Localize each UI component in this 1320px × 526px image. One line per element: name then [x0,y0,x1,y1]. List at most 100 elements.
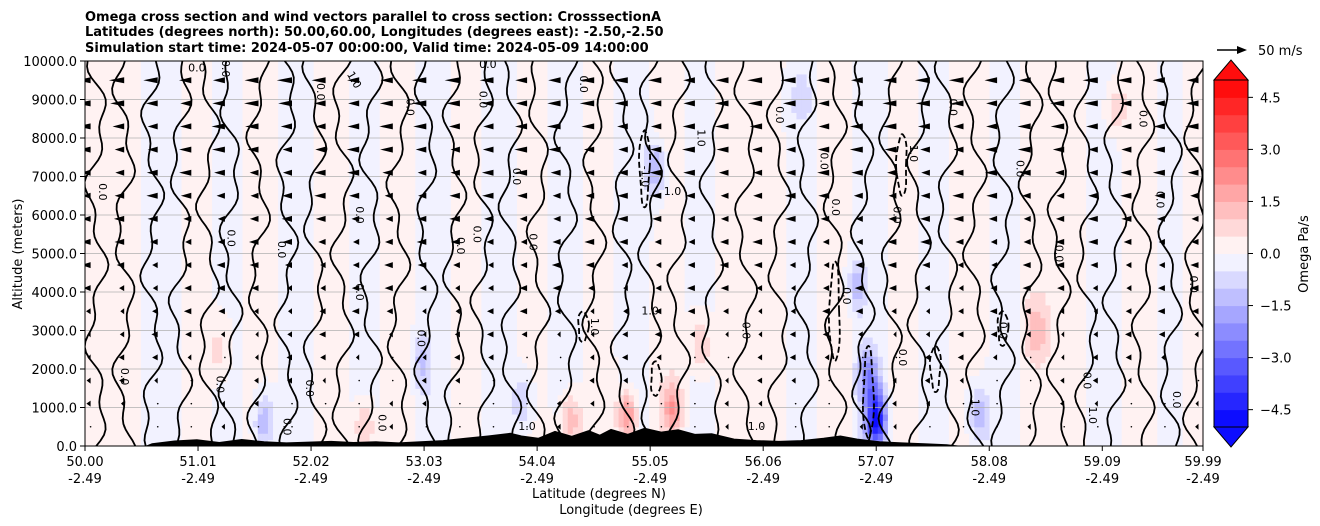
omega-field-cell [496,317,503,325]
omega-field-cell [212,388,218,396]
omega-field-cell [196,420,203,428]
omega-field-cell [491,349,498,357]
omega-field-cell [410,80,416,88]
omega-field-cell [151,189,157,197]
omega-field-cell [466,401,472,409]
omega-field-cell [186,349,193,357]
omega-field-cell [486,208,493,216]
omega-field-cell [369,215,376,223]
omega-field-cell [283,118,289,126]
omega-field-cell [95,369,101,377]
omega-field-cell [318,324,325,332]
omega-field-cell [491,67,498,75]
omega-field-cell [156,157,162,165]
omega-field-cell [135,439,142,446]
omega-field-cell [171,426,178,434]
omega-field-cell [222,259,228,267]
omega-field-cell [313,388,320,396]
omega-field-cell [344,247,350,255]
omega-field-cell [466,394,472,402]
omega-field-cell [145,285,152,293]
omega-field-cell [232,86,239,94]
omega-field-cell [430,426,437,434]
omega-field-cell [440,234,447,242]
omega-field-cell [349,362,355,370]
omega-field-cell [257,227,264,235]
omega-field-cell [288,420,294,428]
omega-field-cell [481,215,488,223]
omega-field-cell [262,317,269,325]
omega-field-cell [450,259,457,267]
omega-field-cell [247,234,254,242]
omega-field-cell [176,240,183,248]
omega-field-cell [227,150,233,158]
omega-field-cell [328,356,335,364]
omega-field-cell [445,105,452,113]
omega-field-cell [339,388,345,396]
omega-field-cell [359,375,366,383]
omega-field-cell [247,292,254,300]
omega-field-cell [135,208,142,216]
omega-field-cell [313,86,320,94]
omega-field-cell [191,73,198,81]
omega-field-cell [232,138,239,146]
omega-field-cell [125,362,132,370]
omega-field-cell [278,426,284,434]
omega-field-cell [196,163,203,171]
omega-field-cell [435,413,442,421]
omega-field-cell [364,285,371,293]
omega-field-cell [339,279,345,287]
omega-field-cell [115,401,122,409]
omega-field-cell [384,266,391,274]
omega-field-cell [303,285,310,293]
omega-field-cell [278,317,284,325]
omega-field-cell [293,61,300,69]
omega-field-cell [267,426,274,434]
omega-field-cell [466,195,472,203]
omega-field-cell [140,157,147,165]
omega-field-cell [161,182,167,190]
omega-field-cell [110,157,117,165]
omega-field-cell [298,112,305,120]
omega-field-cell [288,407,294,415]
omega-field-cell [130,202,137,210]
omega-field-cell [140,67,147,75]
omega-field-cell [171,234,178,242]
omega-field-cell [430,144,437,152]
omega-field-cell [435,73,442,81]
omega-field-cell [90,93,96,101]
omega-field-cell [196,170,203,178]
omega-field-cell [217,324,223,332]
omega-field-cell [288,163,294,171]
omega-field-cell [85,324,91,332]
omega-field-cell [354,311,361,319]
omega-field-cell [425,195,432,203]
omega-field-cell [166,285,172,293]
omega-field-cell [394,356,401,364]
omega-field-cell [354,118,361,126]
omega-field-cell [262,208,269,216]
omega-field-cell [506,356,513,364]
omega-field-cell [273,170,279,178]
omega-field-cell [105,195,112,203]
omega-field-cell [420,73,427,81]
omega-field-cell [196,240,203,248]
omega-field-cell [105,208,112,216]
omega-field-cell [181,266,188,274]
omega-field-cell [354,176,361,184]
omega-field-cell [166,266,172,274]
omega-field-cell [191,362,198,370]
omega-field-cell [283,356,289,364]
omega-field-cell [161,292,167,300]
omega-field-cell [105,240,112,248]
omega-field-cell [415,86,421,94]
omega-field-cell [425,215,432,223]
omega-field-cell [389,413,396,421]
omega-field-cell [339,93,345,101]
omega-field-cell [242,330,249,338]
omega-field-cell [486,112,493,120]
omega-field-cell [323,234,330,242]
omega-field-cell [435,362,442,370]
omega-field-cell [105,317,112,325]
omega-field-cell [445,336,452,344]
